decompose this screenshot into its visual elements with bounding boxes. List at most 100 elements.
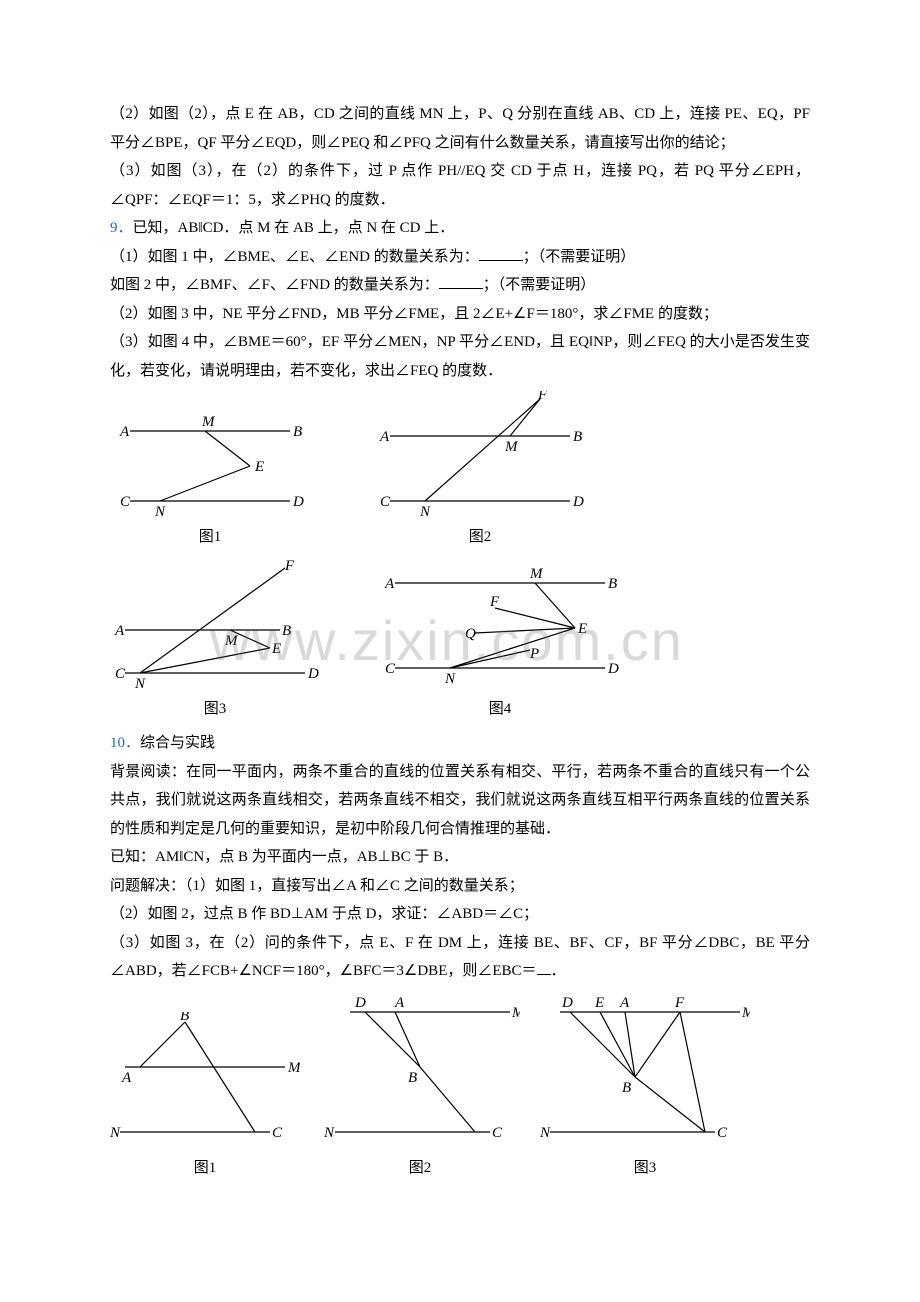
svg-text:C: C [115,666,126,682]
figure-4: A M B F Q E P C N D 图4 [380,558,620,724]
svg-text:C: C [717,1125,728,1141]
svg-text:M: M [741,1005,750,1021]
svg-text:Q: Q [465,626,476,642]
svg-text:A: A [619,995,630,1011]
svg-text:B: B [608,576,617,592]
svg-text:N: N [444,671,456,687]
svg-text:B: B [622,1080,631,1096]
svg-text:F: F [489,594,500,610]
figure-row-3: B A M N C 图1 D [110,992,810,1183]
svg-text:E: E [271,641,281,657]
svg-text:B: B [282,623,291,639]
q10-line-d: 问题解决：（1）如图 1，直接写出∠A 和∠C 之间的数量关系； [110,872,810,901]
svg-fig3: A M B F E C N D [110,558,320,693]
svg-text:F: F [537,391,548,403]
svg-text:A: A [394,995,405,1011]
svg-text:N: N [323,1125,335,1141]
figure-row-2: A M B F E C N D 图3 [110,558,810,724]
q10-line-b: 背景阅读：在同一平面内，两条不重合的直线的位置关系有相交、平行，若两条不重合的直… [110,758,810,844]
blank-1 [479,246,523,261]
svg-fig1: A M B E C N D [110,411,310,521]
svg-text:B: B [180,1012,189,1024]
svg-text:C: C [380,494,391,510]
paragraph-3: （3）如图（3），在（2）的条件下，过 P 点作 PH//EQ 交 CD 于点 … [110,157,810,214]
fig3-caption: 图3 [204,695,227,724]
svg-text:M: M [529,566,544,582]
svg-text:P: P [529,646,539,662]
svg-text:D: D [572,494,584,510]
page: （2）如图（2），点 E 在 AB，CD 之间的直线 MN 上，P、Q 分别在直… [0,0,920,1268]
svg-text:M: M [201,414,216,430]
svg-text:E: E [594,995,604,1011]
svg-text:D: D [307,666,319,682]
q9-text-a: 已知，AB‖CD．点 M 在 AB 上，点 N 在 CD 上． [133,220,455,236]
svg-text:N: N [134,676,146,692]
q10-line-f: （3）如图 3，在（2）问的条件下，点 E、F 在 DM 上，连接 BE、BF、… [110,929,810,986]
svg-text:M: M [224,633,239,649]
figure-row-2-wrap: www.zixin.com.cn A M B F [110,558,810,724]
svg-text:D: D [607,661,619,677]
svg-text:A: A [119,424,130,440]
svg-text:N: N [154,504,166,520]
q9-line-c: 如图 2 中，∠BMF、∠F、∠FND 的数量关系为： ；（不需要证明） [110,271,810,300]
svg-text:B: B [573,429,582,445]
question-9: 9．已知，AB‖CD．点 M 在 AB 上，点 N 在 CD 上． [110,214,810,243]
svg-text:N: N [419,504,431,520]
q10-text-f: （3）如图 3，在（2）问的条件下，点 E、F 在 DM 上，连接 BE、BF、… [110,935,810,980]
figure-q10-1: B A M N C 图1 [110,1012,300,1183]
svg-text:B: B [293,424,302,440]
svg-text:N: N [540,1125,551,1141]
figure-row-1: A M B E C N D 图1 A [110,391,810,552]
svg-text:C: C [272,1125,283,1141]
svg-text:F: F [674,995,685,1011]
svg-text:A: A [121,1070,132,1086]
svg-fig2: A M B F C N D [370,391,590,521]
svg-text:D: D [354,995,366,1011]
question-number-9: 9． [110,220,133,236]
svg-text:M: M [287,1060,300,1076]
q9-line-b: （1）如图 1 中，∠BME、∠E、∠END 的数量关系为： ；（不需要证明） [110,243,810,272]
figure-1: A M B E C N D 图1 [110,411,310,552]
blank-3 [537,961,551,976]
svg-text:C: C [385,661,396,677]
q9-line-e: （3）如图 4 中，∠BME＝60°，EF 平分∠MEN，NP 平分∠END，且… [110,328,810,385]
svg-text:A: A [114,623,125,639]
q9-text-c2: ；（不需要证明） [483,277,596,293]
q9-text-b: （1）如图 1 中，∠BME、∠E、∠END 的数量关系为： [110,249,479,265]
svg-text:N: N [110,1125,121,1141]
question-10: 10．综合与实践 [110,729,810,758]
svg-text:B: B [408,1070,417,1086]
q9-line-d: （2）如图 3 中，NE 平分∠FND，MB 平分∠FME，且 2∠E+∠F＝1… [110,300,810,329]
svg-text:F: F [284,558,295,574]
svg-text:E: E [577,621,587,637]
svg-fig4: A M B F Q E P C N D [380,558,620,693]
fig2-caption: 图2 [469,523,492,552]
blank-2 [439,275,483,290]
q10-fig2-caption: 图2 [409,1154,432,1183]
figure-3: A M B F E C N D 图3 [110,558,320,724]
svg-text:M: M [511,1005,520,1021]
svg-text:E: E [254,459,264,475]
q10-text-a: 综合与实践 [140,735,215,751]
q10-line-e: （2）如图 2，过点 B 作 BD⊥AM 于点 D，求证：∠ABD＝∠C； [110,900,810,929]
svg-text:C: C [492,1125,503,1141]
svg-text:D: D [561,995,573,1011]
fig1-caption: 图1 [199,523,222,552]
q9-text-c: 如图 2 中，∠BMF、∠F、∠FND 的数量关系为： [110,277,439,293]
q9-text-b2: ；（不需要证明） [523,249,636,265]
svg-text:D: D [292,494,304,510]
q10-fig1-caption: 图1 [194,1154,217,1183]
figure-q10-3: D E A F M B N C 图3 [540,992,750,1183]
fig4-caption: 图4 [489,695,512,724]
svg-text:M: M [504,439,519,455]
svg-text:C: C [120,494,131,510]
svg-text:A: A [379,429,390,445]
figure-q10-2: D A M B N C 图2 [320,992,520,1183]
question-number-10: 10． [110,735,140,751]
paragraph-2: （2）如图（2），点 E 在 AB，CD 之间的直线 MN 上，P、Q 分别在直… [110,100,810,157]
svg-text:A: A [384,576,395,592]
q10-fig3-caption: 图3 [634,1154,657,1183]
q10-text-f2: ． [551,963,566,979]
figure-2: A M B F C N D 图2 [370,391,590,552]
q10-line-c: 已知：AM‖CN，点 B 为平面内一点，AB⊥BC 于 B． [110,843,810,872]
